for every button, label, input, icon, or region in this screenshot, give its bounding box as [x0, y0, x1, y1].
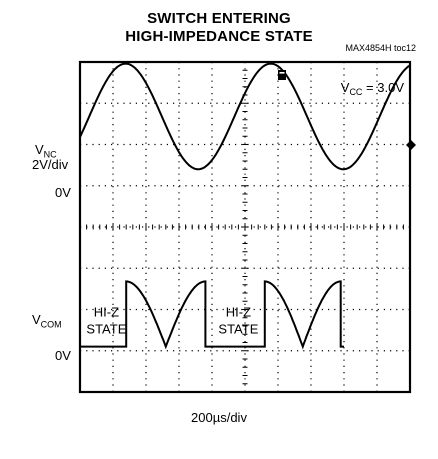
vcc-condition: VCC = 3.0V — [341, 80, 405, 97]
trigger-marker-icon — [278, 70, 286, 80]
vcom-zero-label: 0V — [55, 348, 71, 363]
figure-code: MAX4854H toc12 — [345, 43, 416, 53]
hiz-label-2-line1: HI-Z — [226, 305, 251, 320]
hiz-label-1-line2: STATE — [86, 322, 126, 337]
x-axis-label: 200µs/div — [191, 410, 247, 425]
trigger-marker-body — [278, 70, 286, 80]
hiz-label-2: HI-Z STATE — [218, 305, 258, 337]
hiz-label-1-line1: HI-Z — [94, 305, 119, 320]
vnc-label: VNC — [35, 142, 57, 160]
vnc-scale-label: 2V/div — [32, 157, 69, 172]
chart-title-line-1: SWITCH ENTERING — [147, 10, 291, 27]
hiz-label-1: HI-Z STATE — [86, 305, 126, 337]
vcom-label: VCOM — [32, 312, 62, 330]
chart-title-line-2: HIGH-IMPEDANCE STATE — [125, 28, 313, 45]
hiz-label-2-line2: STATE — [218, 322, 258, 337]
tick-marks — [86, 69, 404, 385]
vnc-trace — [79, 62, 411, 171]
trigger-marker-glyph — [279, 72, 285, 74]
vcom-trace — [80, 280, 344, 350]
level-marker-icon — [406, 140, 416, 150]
vnc-zero-label: 0V — [55, 185, 71, 200]
